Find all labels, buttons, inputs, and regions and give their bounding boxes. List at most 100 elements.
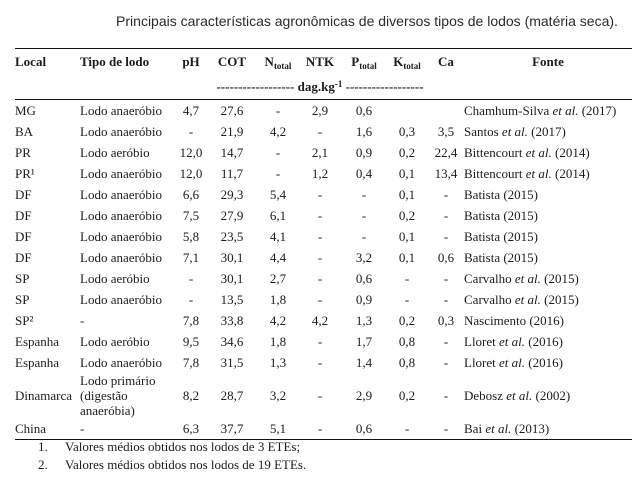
cell-ph: -	[188, 124, 194, 139]
cell-cot: 11,7	[220, 166, 244, 181]
col-header-local: Local	[15, 48, 80, 100]
cell-ktotal: 0,2	[398, 208, 416, 223]
cell-ntotal: 6,1	[269, 208, 287, 223]
subscript-total: total	[359, 61, 377, 71]
cell-fonte: Nascimento (2016)	[464, 313, 565, 328]
footnote-1: 1. Valores médios obtidos nos lodos de 3…	[38, 438, 306, 456]
cell-ptotal: 1,4	[355, 355, 373, 370]
cell-local: Espanha	[15, 334, 60, 349]
col-header-fonte: Fonte	[464, 48, 632, 100]
cell-cot: 33,8	[220, 313, 244, 328]
cell-ntk: -	[317, 250, 323, 265]
cell-tipo-de-lodo: Lodo aeróbio	[80, 271, 150, 286]
col-header-ntk: NTK	[305, 54, 335, 69]
cell-tipo-de-lodo: -	[80, 421, 85, 436]
cell-ktotal: 0,2	[398, 145, 416, 160]
cell-fonte: Debosz et al. (2002)	[464, 388, 571, 403]
cell-ph: 7,1	[182, 250, 200, 265]
cell-ca: -	[443, 421, 449, 436]
cell-ca: 0,3	[437, 313, 455, 328]
cell-fonte: Carvalho et al. (2015)	[464, 292, 579, 307]
units-row-dag-kg: ------------------ dag.kg-1 ------------…	[176, 78, 464, 100]
cell-cot: 28,7	[220, 388, 244, 403]
cell-ph: 7,8	[182, 313, 200, 328]
cell-ca: 0,6	[437, 250, 455, 265]
cell-ntk: -	[317, 208, 323, 223]
cell-ntk: -	[317, 388, 323, 403]
cell-ptotal: 0,9	[355, 145, 373, 160]
cell-ntotal: 1,8	[269, 292, 287, 307]
cell-ph: -	[188, 271, 194, 286]
cell-cot: 29,3	[220, 187, 244, 202]
cell-ph: 7,5	[182, 208, 200, 223]
cell-ntotal: 4,2	[269, 124, 287, 139]
cell-tipo-de-lodo: Lodo anaeróbio	[80, 355, 162, 370]
cell-fonte: Lloret et al. (2016)	[464, 355, 563, 370]
cell-ph: 9,5	[182, 334, 200, 349]
cell-ca: -	[443, 334, 449, 349]
cell-cot: 27,6	[220, 103, 244, 118]
cell-ptotal: 0,6	[355, 421, 373, 436]
cell-ptotal: -	[361, 208, 367, 223]
cell-ktotal	[386, 100, 428, 122]
cell-ptotal: 2,9	[355, 388, 373, 403]
cell-ntk: -	[317, 334, 323, 349]
cell-ntk: 1,2	[311, 166, 329, 181]
cell-fonte: Bittencourt et al. (2014)	[464, 166, 590, 181]
cell-ph: 6,3	[182, 421, 200, 436]
cell-local: DF	[15, 208, 32, 223]
cell-ntk: -	[317, 292, 323, 307]
cell-local: China	[15, 421, 47, 436]
cell-local: DF	[15, 187, 32, 202]
cell-local: PR¹	[15, 166, 35, 181]
cell-ntk: -	[317, 187, 323, 202]
table-row: SP Lodo aeróbio -30,1 2,7-0,6- - Carvalho et …	[15, 268, 632, 289]
cell-ktotal: 0,1	[398, 187, 416, 202]
cell-ntk: 2,1	[311, 145, 329, 160]
cell-fonte: Bittencourt et al. (2014)	[464, 145, 590, 160]
col-header-tipo-de-lodo: Tipo de lodo	[80, 48, 176, 100]
cell-ptotal: 1,6	[355, 124, 373, 139]
cell-ntotal: -	[275, 103, 281, 118]
cell-tipo-de-lodo: Lodo anaeróbio	[80, 229, 162, 244]
cell-cot: 21,9	[220, 124, 244, 139]
cell-ph: -	[188, 292, 194, 307]
cell-ph: 12,0	[179, 166, 203, 181]
cell-tipo-de-lodo: Lodo primário (digestão anaeróbia)	[80, 373, 156, 418]
cell-local: Dinamarca	[15, 388, 73, 403]
table-row: Espanha Lodo anaeróbio 7,8 31,5 1,3-1,4 0,8- L…	[15, 352, 632, 373]
table-row: Espanha Lodo aeróbio 9,5 34,6 1,8-1,7 0,8- Llo…	[15, 331, 632, 352]
cell-ptotal: -	[361, 187, 367, 202]
cell-ph: 5,8	[182, 229, 200, 244]
cell-ph: 12,0	[179, 145, 203, 160]
cell-ptotal: 0,6	[355, 103, 373, 118]
footnote-text: Valores médios obtidos nos lodos de 19 E…	[65, 456, 307, 472]
footnotes: 1. Valores médios obtidos nos lodos de 3…	[38, 438, 306, 473]
cell-ktotal: -	[404, 271, 410, 286]
cell-ca	[428, 100, 464, 122]
col-header-ca: Ca	[438, 54, 454, 69]
cell-tipo-de-lodo: -	[80, 313, 85, 328]
cell-ktotal: 0,1	[398, 229, 416, 244]
footnote-text: Valores médios obtidos nos lodos de 3 ET…	[65, 439, 301, 454]
table-row: PR¹ Lodo anaeróbio 12,0 11,7 - 1,2 0,4 0,1 13,4 B…	[15, 163, 632, 184]
cell-ca: -	[443, 292, 449, 307]
cell-ptotal: 0,6	[355, 271, 373, 286]
cell-ntotal: 5,1	[269, 421, 287, 436]
cell-fonte: Santos et al. (2017)	[464, 124, 566, 139]
cell-tipo-de-lodo: Lodo anaeróbio	[80, 166, 162, 181]
cell-local: SP	[15, 292, 30, 307]
table-header: Local Tipo de lodo pH COT Ntotal NTK Pto…	[15, 48, 632, 100]
cell-cot: 37,7	[220, 421, 244, 436]
cell-ntk: -	[317, 355, 323, 370]
cell-local: DF	[15, 250, 32, 265]
cell-ntk: 4,2	[311, 313, 329, 328]
cell-ptotal: 0,9	[355, 292, 373, 307]
cell-tipo-de-lodo: Lodo anaeróbio	[80, 292, 162, 307]
col-header-ph: pH	[182, 54, 200, 69]
cell-ph: 4,7	[182, 103, 200, 118]
col-header-ktotal: Ktotal	[393, 54, 421, 71]
cell-ntotal: 1,3	[269, 355, 287, 370]
cell-ktotal: 0,8	[398, 334, 416, 349]
cell-ntotal: -	[275, 166, 281, 181]
